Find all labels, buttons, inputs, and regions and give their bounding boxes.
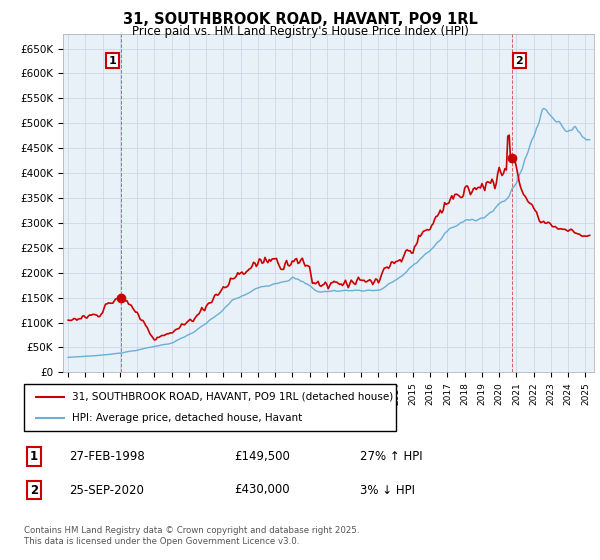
Text: £430,000: £430,000 <box>234 483 290 497</box>
Text: 27-FEB-1998: 27-FEB-1998 <box>69 450 145 463</box>
Text: 31, SOUTHBROOK ROAD, HAVANT, PO9 1RL: 31, SOUTHBROOK ROAD, HAVANT, PO9 1RL <box>122 12 478 27</box>
Text: HPI: Average price, detached house, Havant: HPI: Average price, detached house, Hava… <box>73 413 302 423</box>
Text: 25-SEP-2020: 25-SEP-2020 <box>69 483 144 497</box>
FancyBboxPatch shape <box>24 384 396 431</box>
Text: 31, SOUTHBROOK ROAD, HAVANT, PO9 1RL (detached house): 31, SOUTHBROOK ROAD, HAVANT, PO9 1RL (de… <box>73 392 394 402</box>
Text: 1: 1 <box>109 55 116 66</box>
Text: 2: 2 <box>30 483 38 497</box>
Text: Price paid vs. HM Land Registry's House Price Index (HPI): Price paid vs. HM Land Registry's House … <box>131 25 469 38</box>
Text: 27% ↑ HPI: 27% ↑ HPI <box>360 450 422 463</box>
Text: £149,500: £149,500 <box>234 450 290 463</box>
Text: Contains HM Land Registry data © Crown copyright and database right 2025.
This d: Contains HM Land Registry data © Crown c… <box>24 526 359 546</box>
Text: 3% ↓ HPI: 3% ↓ HPI <box>360 483 415 497</box>
Text: 1: 1 <box>30 450 38 463</box>
Text: 2: 2 <box>515 55 523 66</box>
